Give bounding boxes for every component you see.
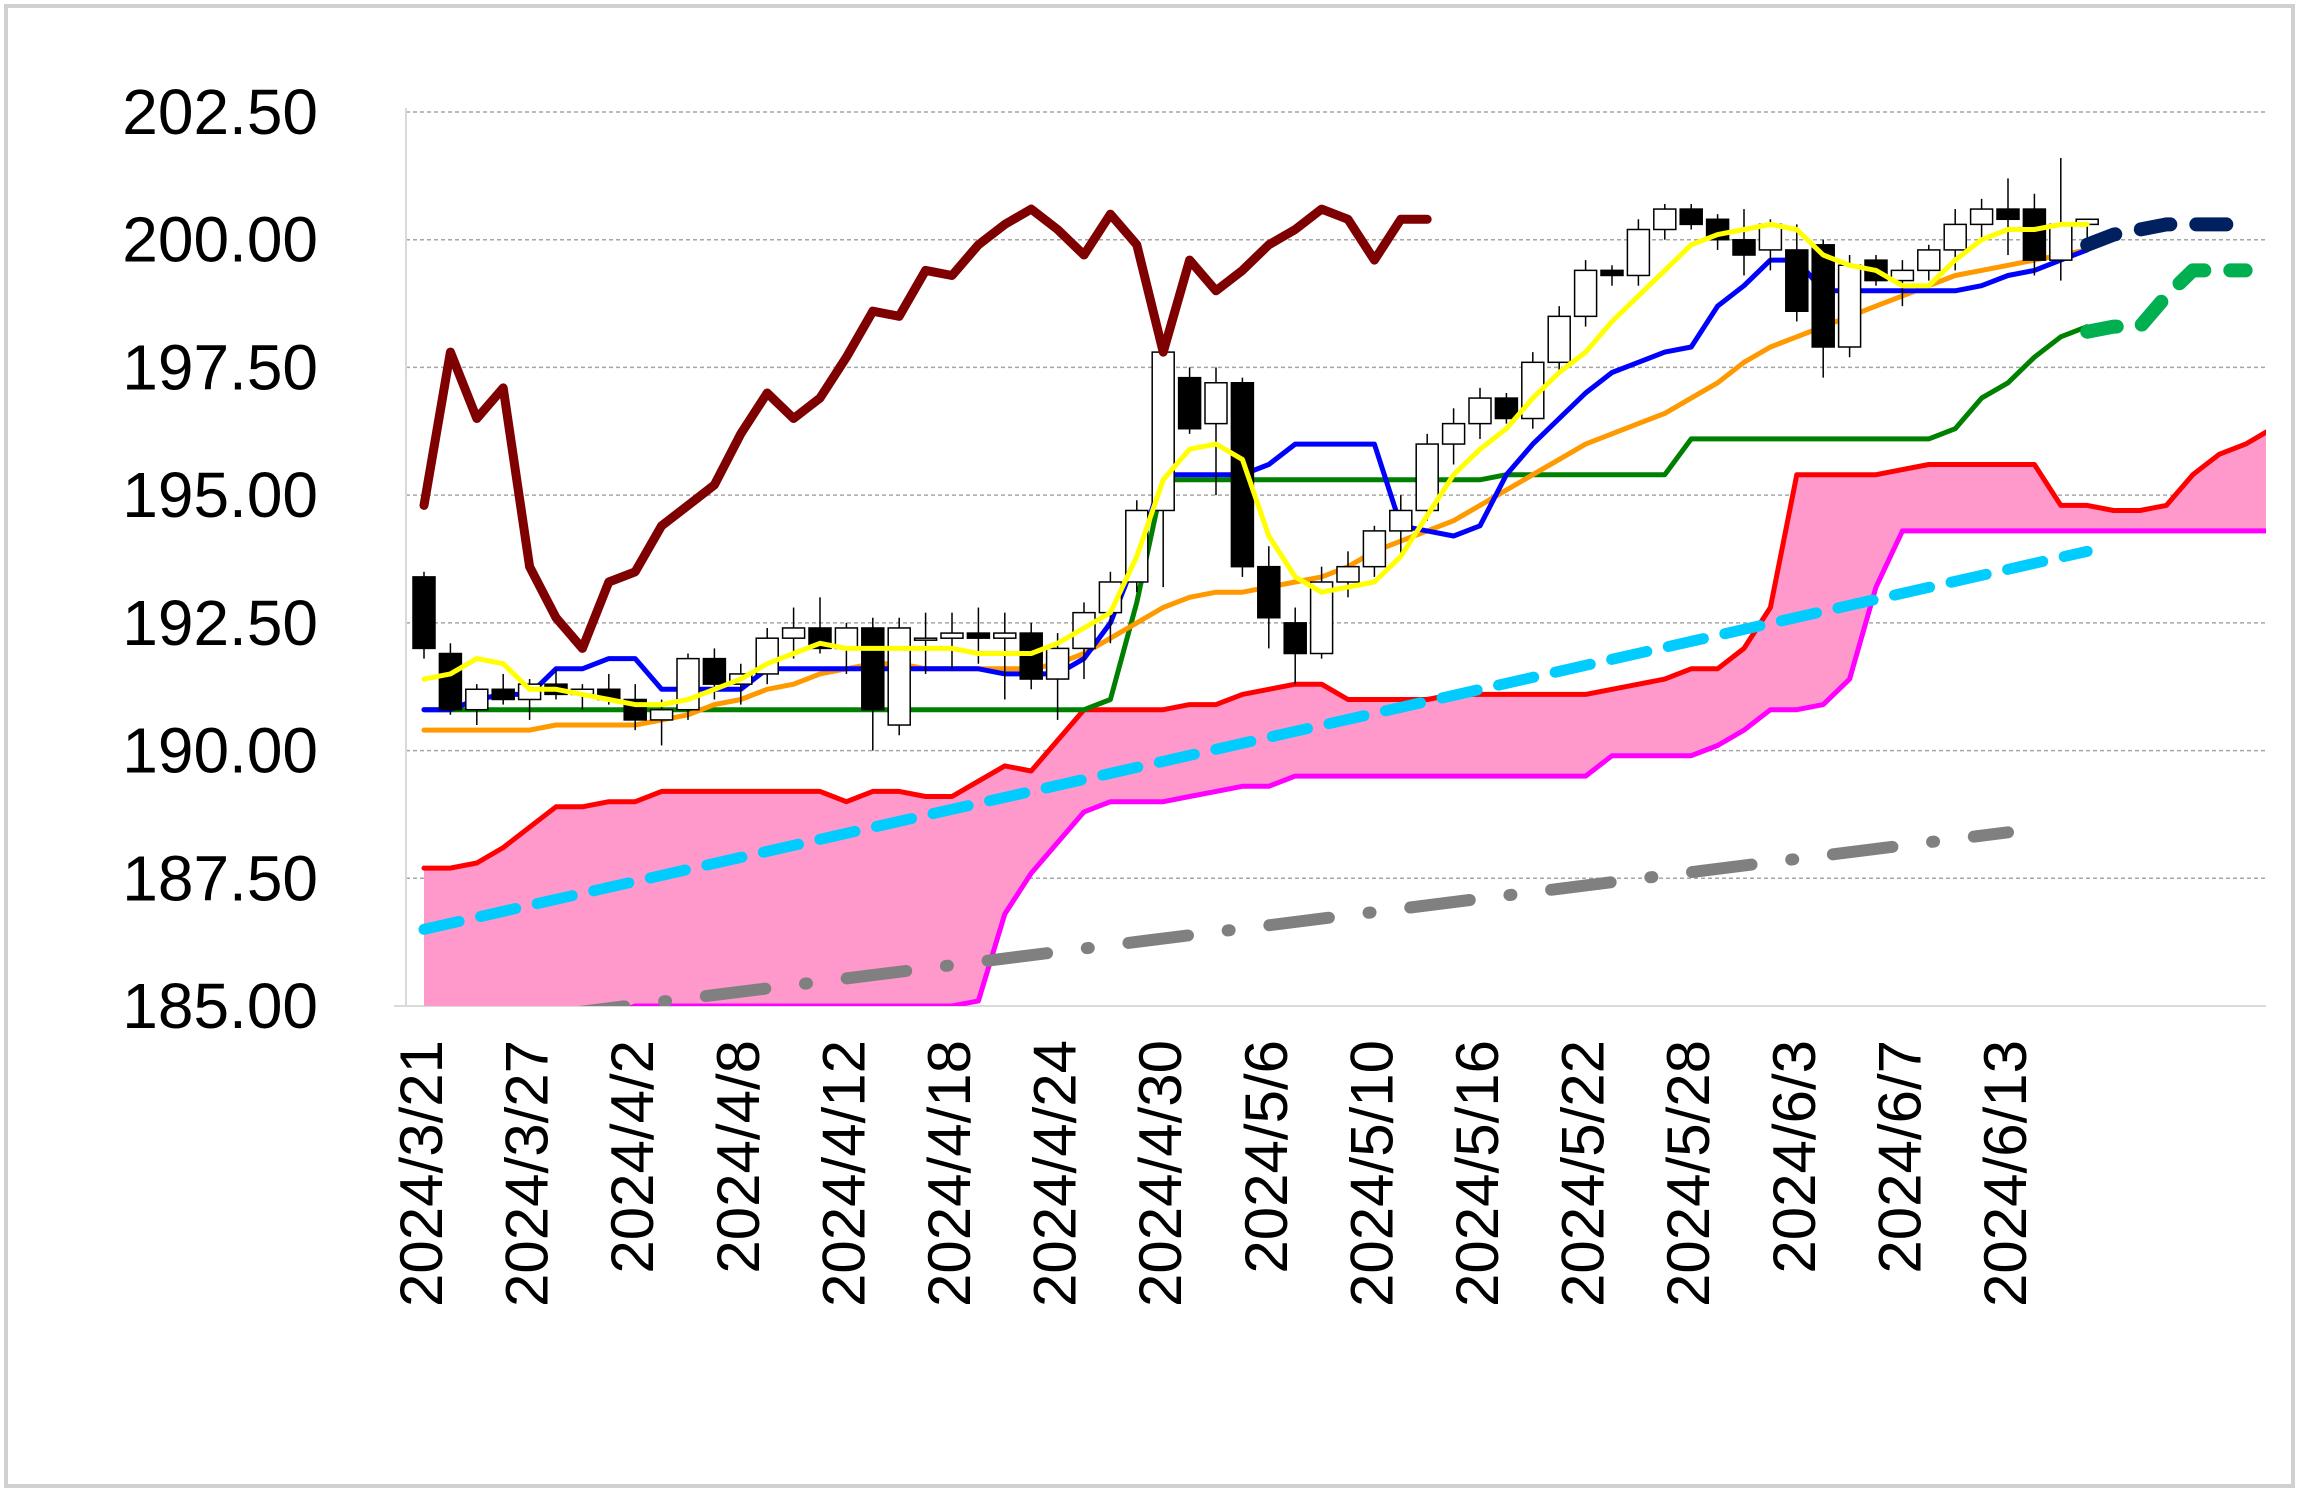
candle-body bbox=[993, 632, 1017, 639]
candle-body bbox=[465, 688, 489, 711]
candle-body bbox=[1969, 208, 1994, 226]
projection-conversion-line bbox=[2080, 217, 2253, 252]
candle-body bbox=[1943, 223, 1967, 251]
long-moving-average bbox=[421, 247, 2090, 733]
candle-body bbox=[1204, 382, 1228, 425]
x-tick-label: 2024/4/24 bbox=[1022, 1040, 1089, 1307]
candlesticks bbox=[412, 157, 2099, 751]
candle-body bbox=[491, 688, 515, 701]
candle-body bbox=[966, 632, 991, 639]
candle-body bbox=[1653, 208, 1677, 231]
candle-body bbox=[438, 652, 463, 711]
x-tick-label: 2024/4/30 bbox=[1127, 1040, 1194, 1307]
candle-body bbox=[861, 627, 885, 711]
x-tick-label: 2024/5/10 bbox=[1338, 1040, 1405, 1307]
x-tick-label: 2024/5/22 bbox=[1550, 1040, 1617, 1307]
x-tick-label: 2024/4/2 bbox=[599, 1040, 666, 1274]
y-tick-label: 200.00 bbox=[122, 204, 318, 276]
candle-body bbox=[1019, 632, 1043, 680]
candle-body bbox=[1837, 264, 1862, 348]
candle-body bbox=[1415, 443, 1439, 512]
y-tick-label: 197.50 bbox=[122, 331, 318, 403]
x-tick-label: 2024/3/21 bbox=[388, 1040, 455, 1307]
candle-body bbox=[1362, 530, 1387, 568]
candle-body bbox=[1336, 565, 1360, 583]
candle-body bbox=[1811, 244, 1835, 348]
candle-body bbox=[1230, 382, 1255, 568]
candle-body bbox=[1996, 208, 2020, 221]
candle-body bbox=[1441, 422, 1466, 445]
x-tick-label: 2024/6/7 bbox=[1866, 1040, 1933, 1274]
leading-span-b-line bbox=[628, 528, 2266, 1006]
cloud-fill bbox=[424, 432, 2266, 1006]
candle-body bbox=[702, 657, 727, 685]
overlay-lines bbox=[419, 204, 2253, 708]
candle-body bbox=[2049, 223, 2073, 261]
candle-body bbox=[1468, 397, 1492, 425]
candle-body bbox=[887, 627, 911, 726]
candle-body bbox=[1917, 249, 1941, 272]
candle-body bbox=[1785, 249, 1809, 312]
x-tick-label: 2024/5/16 bbox=[1444, 1040, 1511, 1307]
candle-body bbox=[913, 637, 938, 641]
candle-body bbox=[1494, 397, 1519, 420]
x-tick-label: 2024/4/12 bbox=[810, 1040, 877, 1307]
candle-body bbox=[1177, 376, 1202, 430]
x-tick-label: 2024/4/18 bbox=[916, 1040, 983, 1307]
candle-body bbox=[940, 632, 964, 639]
y-tick-label: 185.00 bbox=[122, 970, 318, 1042]
candle-body bbox=[1389, 509, 1413, 532]
candle-body bbox=[2022, 208, 2047, 261]
y-tick-label: 190.00 bbox=[122, 715, 318, 787]
candle-body bbox=[1309, 581, 1334, 655]
y-tick-label: 187.50 bbox=[122, 842, 318, 914]
lagging-span-line bbox=[419, 204, 1432, 653]
candle-body bbox=[412, 576, 436, 650]
candle-body bbox=[1732, 238, 1756, 256]
candle-body bbox=[1045, 647, 1070, 680]
y-tick-label: 192.50 bbox=[122, 587, 318, 659]
y-tick-label: 202.50 bbox=[122, 76, 318, 148]
candle-body bbox=[1283, 622, 1307, 655]
indicator-lines bbox=[418, 247, 2266, 1006]
x-tick-label: 2024/3/27 bbox=[494, 1040, 561, 1307]
long-trend-line bbox=[578, 826, 2014, 1006]
candle-body bbox=[1573, 269, 1598, 318]
x-tick-label: 2024/5/6 bbox=[1233, 1040, 1300, 1274]
ichimoku-cloud bbox=[424, 432, 2266, 1006]
x-tick-label: 2024/4/8 bbox=[705, 1040, 772, 1274]
leading-span-a-line bbox=[421, 429, 2266, 871]
candle-body bbox=[1679, 208, 1703, 226]
candle-body bbox=[1890, 269, 1915, 282]
candle-body bbox=[1600, 269, 1624, 277]
candle-body bbox=[1257, 565, 1281, 619]
candle-body bbox=[649, 708, 674, 721]
x-tick-label: 2024/5/28 bbox=[1655, 1040, 1722, 1307]
trend-line bbox=[418, 545, 2093, 935]
conversion-line bbox=[421, 247, 2090, 713]
projection-base-line bbox=[2080, 263, 2253, 339]
y-tick-label: 195.00 bbox=[122, 459, 318, 531]
x-axis-tick-labels: 2024/3/21 2024/3/27 2024/4/2 2024/4/8 2024/4… bbox=[388, 1040, 2039, 1307]
short-moving-average bbox=[421, 221, 2090, 708]
x-tick-label: 2024/6/3 bbox=[1761, 1040, 1828, 1274]
x-tick-label: 2024/6/13 bbox=[1972, 1040, 2039, 1307]
candle-body bbox=[1626, 228, 1651, 277]
candle-body bbox=[1547, 315, 1571, 364]
candle-body bbox=[781, 627, 806, 639]
y-axis-tick-labels: 185.00 187.50 190.00 192.50 195.00 197.50 200.… bbox=[122, 76, 318, 1042]
